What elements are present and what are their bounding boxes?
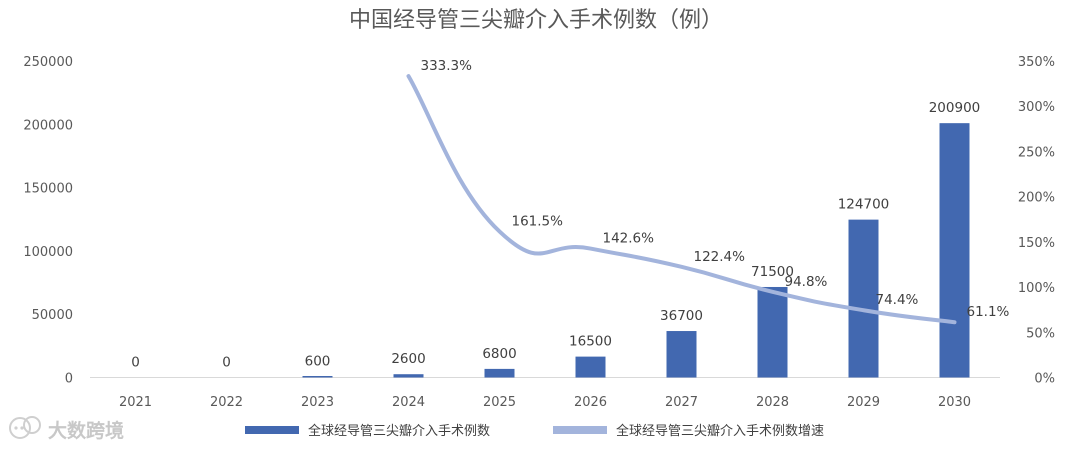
- line-data-label: 94.8%: [785, 274, 828, 290]
- line-series: [406, 74, 957, 325]
- bar-data-label: 0: [131, 355, 140, 371]
- x-tick-label: 2026: [574, 395, 607, 410]
- line-data-labels: 333.3% 161.5% 142.6% 122.4% 94.8% 74.4% 61.1%: [421, 58, 1010, 320]
- y-right-tick-label: 0%: [1034, 372, 1055, 387]
- bar: [666, 331, 697, 378]
- line-data-label: 333.3%: [421, 58, 473, 74]
- bar: [484, 368, 515, 378]
- x-tick-label: 2022: [210, 395, 243, 410]
- x-tick-label: 2025: [483, 395, 516, 410]
- line-data-label: 161.5%: [512, 213, 564, 229]
- bar-data-label: 2600: [391, 351, 425, 367]
- y-left-tick-label: 200000: [23, 118, 73, 133]
- x-tick-label: 2029: [847, 395, 880, 410]
- y-right-tick-label: 350%: [1018, 55, 1055, 70]
- bar: [302, 376, 333, 378]
- bar: [393, 374, 424, 378]
- x-tick-label: 2024: [392, 395, 425, 410]
- y-right-tick-label: 50%: [1026, 326, 1055, 341]
- watermark: 大数跨境: [9, 416, 124, 442]
- bar-data-labels: 0 0 600 2600 6800 16500 36700 71500 124700 200900: [131, 100, 980, 370]
- x-tick-label: 2021: [119, 395, 152, 410]
- bar-data-label: 6800: [482, 346, 516, 362]
- watermark-text: 大数跨境: [48, 419, 124, 442]
- y-axis-left: 0 50000 100000 150000 200000 250000: [23, 55, 73, 387]
- y-right-tick-label: 250%: [1018, 145, 1055, 160]
- y-left-tick-label: 50000: [32, 308, 73, 323]
- bar-data-label: 36700: [660, 308, 703, 324]
- growth-line: [406, 74, 957, 325]
- line-data-label: 142.6%: [603, 231, 655, 247]
- x-tick-label: 2028: [756, 395, 789, 410]
- y-right-tick-label: 300%: [1018, 100, 1055, 115]
- x-tick-label: 2023: [301, 395, 334, 410]
- y-left-tick-label: 250000: [23, 55, 73, 70]
- legend-swatch-line: [553, 426, 607, 434]
- legend-swatch-bar: [245, 426, 299, 434]
- line-data-label: 61.1%: [967, 304, 1010, 320]
- y-left-tick-label: 150000: [23, 182, 73, 197]
- bar: [575, 356, 606, 378]
- line-data-label: 122.4%: [694, 249, 746, 265]
- x-axis-ticks: 2021 2022 2023 2024 2025 2026 2027 2028 2029 2030: [119, 395, 971, 410]
- y-axis-right: 0% 50% 100% 150% 200% 250% 300% 350%: [1018, 55, 1055, 387]
- bar-data-label: 200900: [929, 100, 981, 116]
- y-left-tick-label: 100000: [23, 245, 73, 260]
- chat-bubble-logo-icon: [9, 416, 41, 439]
- x-tick-label: 2027: [665, 395, 698, 410]
- bar-data-label: 0: [222, 355, 231, 371]
- chart-title: 中国经导管三尖瓣介入手术例数（例）: [349, 8, 723, 33]
- bar-series: [302, 123, 970, 378]
- bar: [939, 123, 970, 378]
- bar-data-label: 600: [305, 354, 331, 370]
- bar-data-label: 124700: [838, 197, 890, 213]
- y-left-tick-label: 0: [65, 372, 73, 387]
- bar: [848, 219, 879, 378]
- y-right-tick-label: 150%: [1018, 236, 1055, 251]
- y-right-tick-label: 200%: [1018, 191, 1055, 206]
- legend: 全球经导管三尖瓣介入手术例数 全球经导管三尖瓣介入手术例数增速: [245, 423, 824, 439]
- line-data-label: 74.4%: [876, 292, 919, 308]
- x-tick-label: 2030: [938, 395, 971, 410]
- bar-data-label: 16500: [569, 334, 612, 350]
- y-right-tick-label: 100%: [1018, 281, 1055, 296]
- legend-label-line: 全球经导管三尖瓣介入手术例数增速: [616, 423, 824, 439]
- bar: [757, 286, 788, 378]
- legend-label-bar: 全球经导管三尖瓣介入手术例数: [308, 423, 490, 439]
- bar-data-label: 71500: [751, 264, 794, 280]
